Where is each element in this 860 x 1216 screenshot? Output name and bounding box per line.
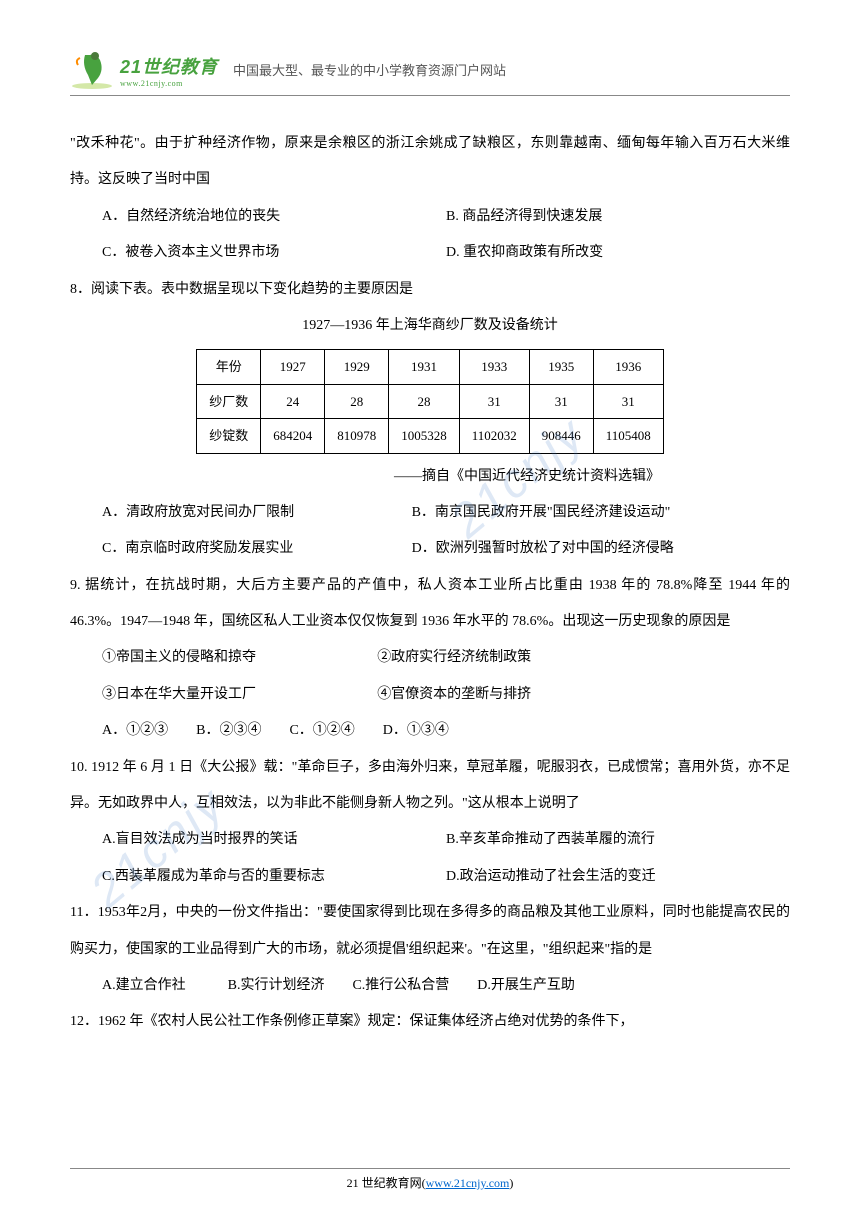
logo-sub-text: www.21cnjy.com — [120, 79, 218, 88]
item-1: ①帝国主义的侵略和掠夺 — [102, 640, 377, 676]
q9-options: A．①②③ B．②③④ C．①②④ D．①③④ — [70, 713, 790, 749]
page-footer: 21 世纪教育网(www.21cnjy.com) — [70, 1168, 790, 1191]
table-cell: 1931 — [389, 350, 460, 384]
table-cell: 纱厂数 — [197, 384, 261, 418]
table-cell: 908446 — [529, 419, 593, 453]
q12-stem: 12．1962 年《农村人民公社工作条例修正草案》规定：保证集体经济占绝对优势的… — [70, 1004, 790, 1040]
option-c: C．被卷入资本主义世界市场 — [102, 235, 446, 271]
footer-prefix: 21 世纪教育网( — [347, 1176, 426, 1190]
item-2: ②政府实行经济统制政策 — [377, 640, 721, 676]
table-cell: 684204 — [261, 419, 325, 453]
header-title: 中国最大型、最专业的中小学教育资源门户网站 — [233, 60, 506, 79]
q7-options: A．自然经济统治地位的丧失 B. 商品经济得到快速发展 C．被卷入资本主义世界市… — [70, 199, 790, 272]
table-cell: 1102032 — [459, 419, 529, 453]
q8-options: A．清政府放宽对民间办厂限制 B．南京国民政府开展"国民经济建设运动" C．南京… — [70, 495, 790, 568]
table-row: 纱锭数 684204 810978 1005328 1102032 908446… — [197, 419, 664, 453]
table-cell: 810978 — [325, 419, 389, 453]
q8-table-title: 1927—1936 年上海华商纱厂数及设备统计 — [70, 308, 790, 344]
logo-figure-icon — [70, 50, 115, 90]
q8-stem: 8．阅读下表。表中数据呈现以下变化趋势的主要原因是 — [70, 272, 790, 308]
table-row: 纱厂数 24 28 28 31 31 31 — [197, 384, 664, 418]
table-cell: 1105408 — [593, 419, 663, 453]
item-3: ③日本在华大量开设工厂 — [102, 677, 377, 713]
table-cell: 1936 — [593, 350, 663, 384]
option-b: B. 商品经济得到快速发展 — [446, 199, 790, 235]
table-row: 年份 1927 1929 1931 1933 1935 1936 — [197, 350, 664, 384]
option-a: A.盲目效法成为当时报界的笑话 — [102, 822, 446, 858]
logo-main-text: 21世纪教育 — [120, 53, 218, 79]
table-cell: 31 — [529, 384, 593, 418]
table-cell: 1935 — [529, 350, 593, 384]
document-content: "改禾种花"。由于扩种经济作物，原来是余粮区的浙江余姚成了缺粮区，东则靠越南、缅… — [70, 126, 790, 1041]
table-cell: 1929 — [325, 350, 389, 384]
option-a: A．清政府放宽对民间办厂限制 — [102, 495, 412, 531]
table-cell: 年份 — [197, 350, 261, 384]
option-b: B．南京国民政府开展"国民经济建设运动" — [412, 495, 790, 531]
table-cell: 31 — [459, 384, 529, 418]
option-d: D. 重农抑商政策有所改变 — [446, 235, 790, 271]
page-header: 21世纪教育 www.21cnjy.com 中国最大型、最专业的中小学教育资源门… — [70, 50, 790, 96]
table-cell: 28 — [325, 384, 389, 418]
table-cell: 纱锭数 — [197, 419, 261, 453]
q10-stem: 10. 1912 年 6 月 1 日《大公报》载："革命巨子，多由海外归来，草冠… — [70, 750, 790, 823]
table-cell: 1005328 — [389, 419, 460, 453]
q9-items: ①帝国主义的侵略和掠夺 ②政府实行经济统制政策 ③日本在华大量开设工厂 ④官僚资… — [70, 640, 790, 713]
q11-options: A.建立合作社 B.实行计划经济 C.推行公私合营 D.开展生产互助 — [70, 968, 790, 1004]
logo: 21世纪教育 www.21cnjy.com — [70, 50, 218, 90]
footer-link[interactable]: www.21cnjy.com — [426, 1176, 510, 1190]
intro-paragraph: "改禾种花"。由于扩种经济作物，原来是余粮区的浙江余姚成了缺粮区，东则靠越南、缅… — [70, 126, 790, 199]
option-d: D.政治运动推动了社会生活的变迁 — [446, 859, 790, 895]
footer-suffix: ) — [509, 1176, 513, 1190]
q11-stem: 11．1953年2月，中央的一份文件指出："要使国家得到比现在多得多的商品粮及其… — [70, 895, 790, 968]
option-b: B.辛亥革命推动了西装革履的流行 — [446, 822, 790, 858]
option-c: C.西装革履成为革命与否的重要标志 — [102, 859, 446, 895]
option-d: D．欧洲列强暂时放松了对中国的经济侵略 — [412, 531, 790, 567]
table-cell: 24 — [261, 384, 325, 418]
q8-table: 年份 1927 1929 1931 1933 1935 1936 纱厂数 24 … — [196, 349, 664, 453]
q8-table-source: ——摘自《中国近代经济史统计资料选辑》 — [70, 459, 790, 495]
logo-text-container: 21世纪教育 www.21cnjy.com — [120, 53, 218, 88]
table-cell: 28 — [389, 384, 460, 418]
q10-options: A.盲目效法成为当时报界的笑话 B.辛亥革命推动了西装革履的流行 C.西装革履成… — [70, 822, 790, 895]
option-a: A．自然经济统治地位的丧失 — [102, 199, 446, 235]
table-cell: 1927 — [261, 350, 325, 384]
item-4: ④官僚资本的垄断与排挤 — [377, 677, 721, 713]
table-cell: 31 — [593, 384, 663, 418]
option-c: C．南京临时政府奖励发展实业 — [102, 531, 412, 567]
q9-stem: 9. 据统计，在抗战时期，大后方主要产品的产值中，私人资本工业所占比重由 193… — [70, 568, 790, 641]
table-cell: 1933 — [459, 350, 529, 384]
